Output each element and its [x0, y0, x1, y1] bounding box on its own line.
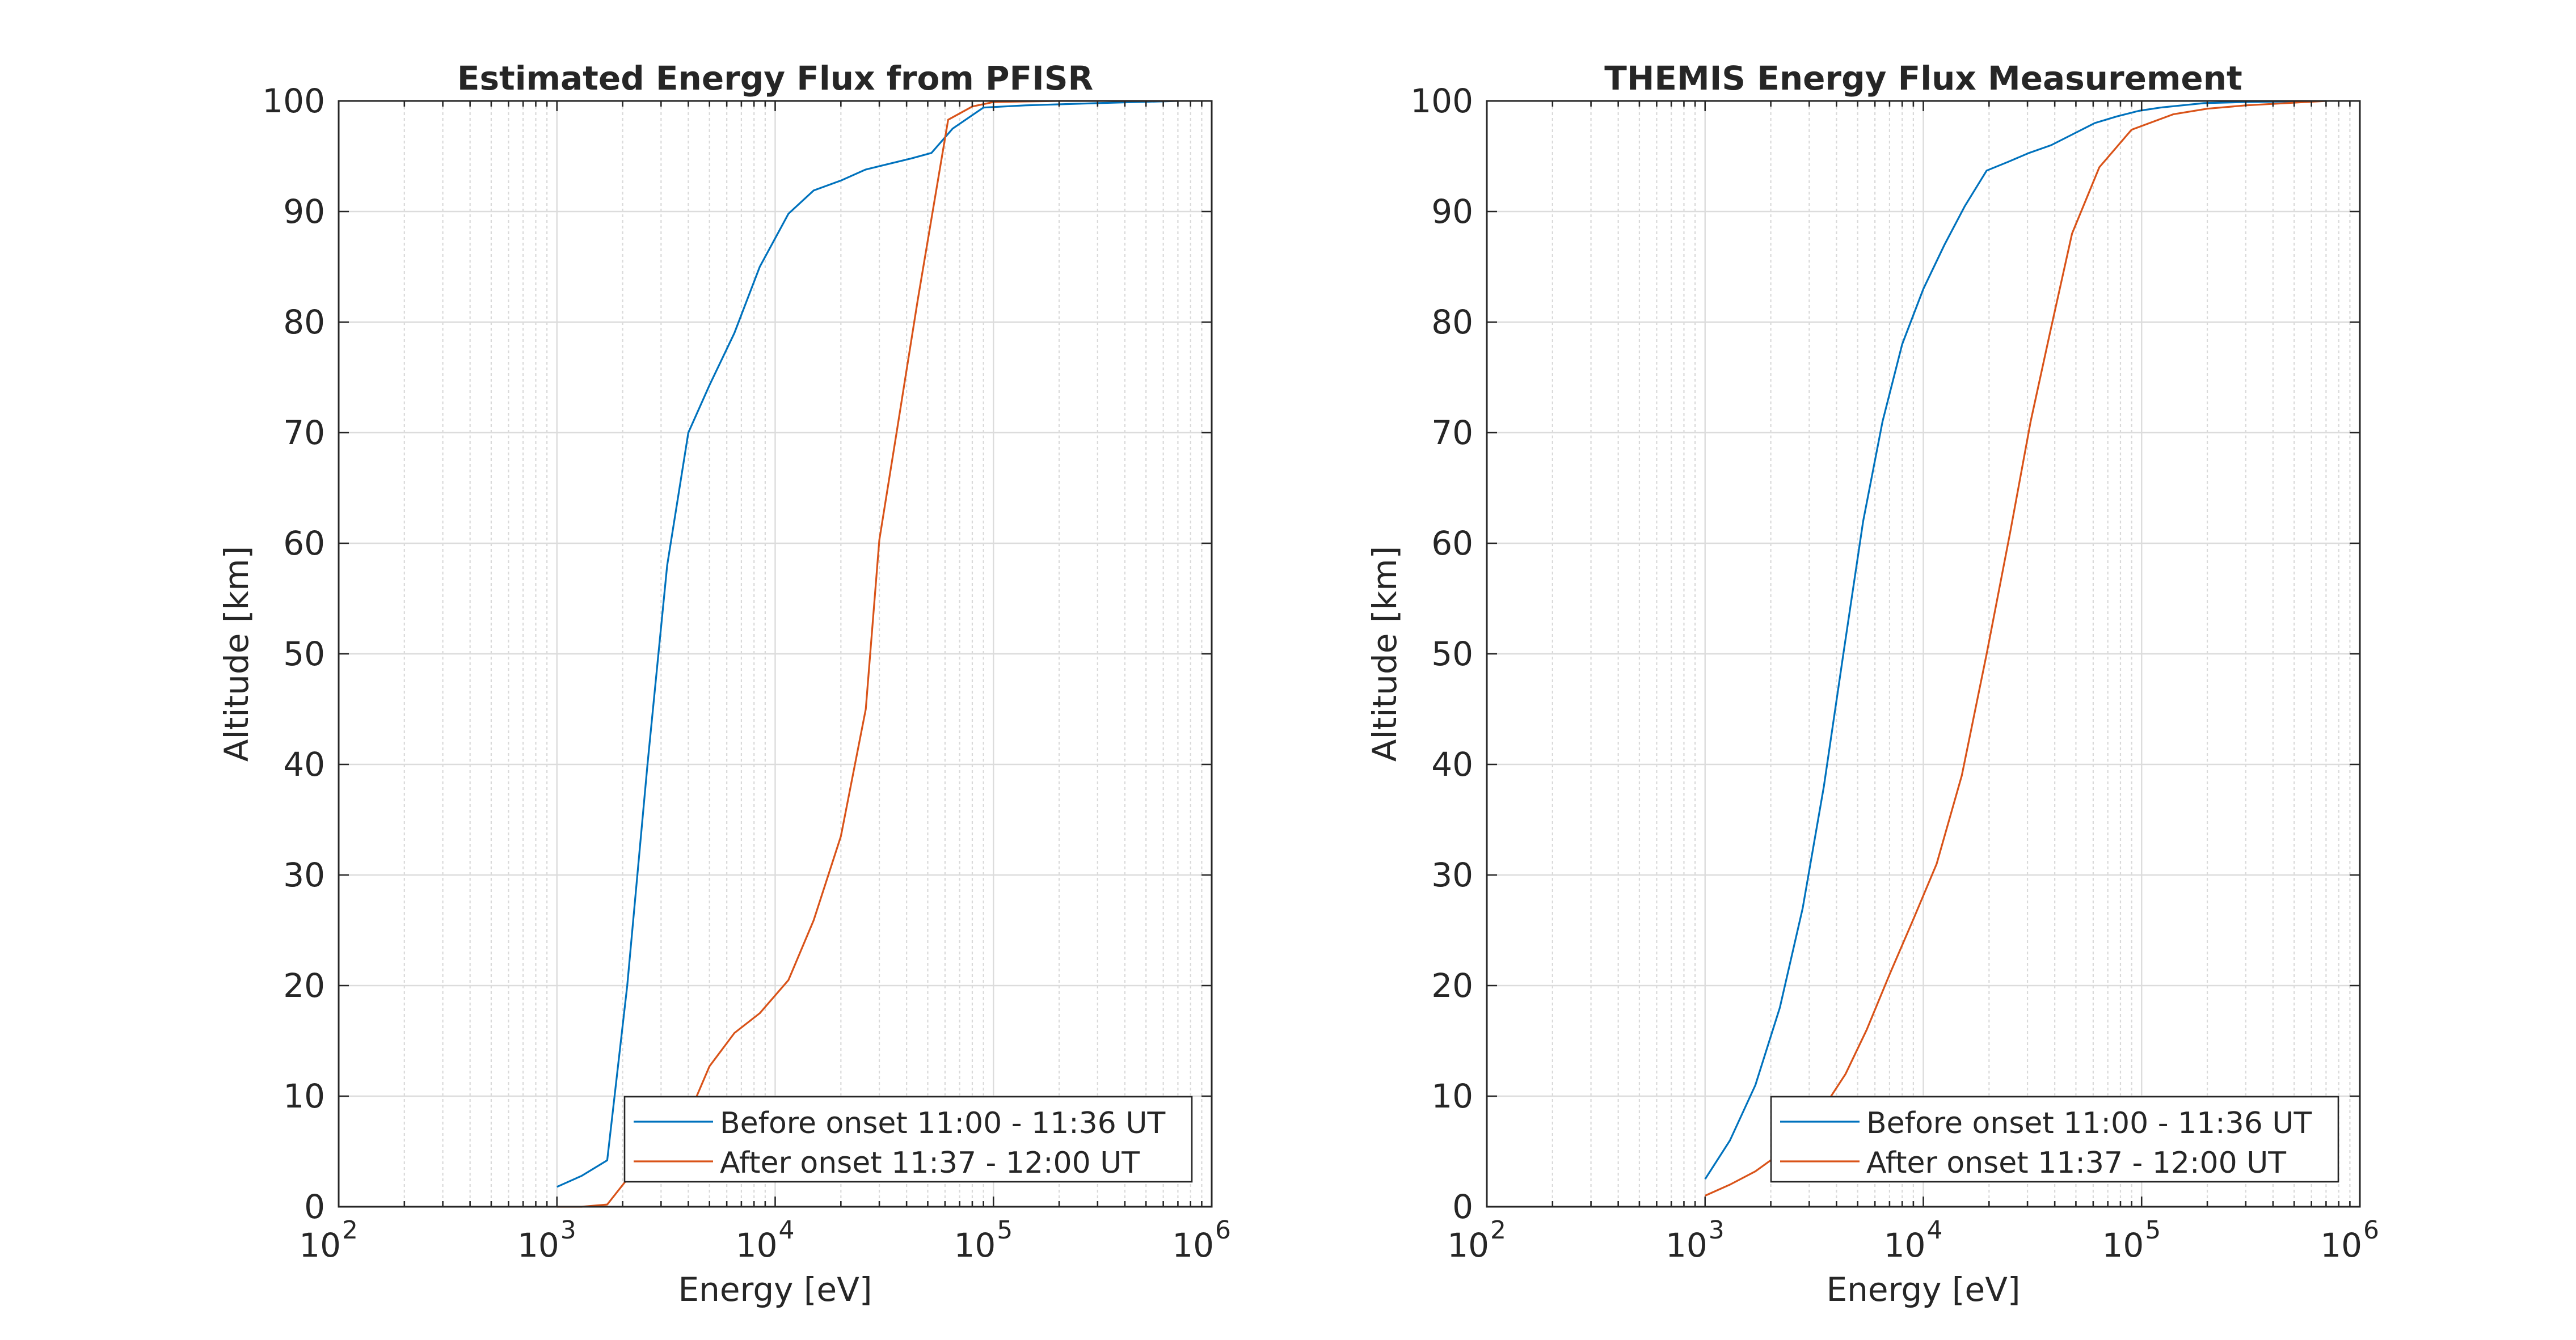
chart-title: Estimated Energy Flux from PFISR	[457, 59, 1093, 98]
x-tick-label: 10 4	[736, 1216, 795, 1265]
y-tick-label: 80	[1431, 303, 1473, 341]
legend-box	[1770, 1096, 2339, 1183]
x-tick-base: 10	[1447, 1226, 1489, 1265]
y-tick-label: 70	[1431, 413, 1473, 452]
x-tick-exponent: 2	[342, 1216, 358, 1245]
x-tick-label: 10 6	[1172, 1216, 1231, 1265]
x-tick-exponent: 6	[2363, 1216, 2379, 1245]
x-tick-exponent: 5	[2145, 1216, 2161, 1245]
x-tick-label: 10 5	[2102, 1216, 2161, 1265]
x-tick-base: 10	[1172, 1226, 1214, 1265]
legend-box	[623, 1096, 1193, 1183]
x-tick-label: 10 2	[299, 1216, 358, 1265]
x-tick-exponent: 3	[1709, 1216, 1725, 1245]
x-tick-base: 10	[2102, 1226, 2144, 1265]
y-tick-label: 70	[283, 413, 325, 452]
y-tick-label: 90	[283, 192, 325, 231]
tick-marks	[1486, 100, 2361, 1208]
x-tick-label: 10 6	[2320, 1216, 2379, 1265]
x-tick-exponent: 4	[1927, 1216, 1943, 1245]
y-tick-label: 90	[1431, 192, 1473, 231]
legend: Before onset 11:00 - 11:36 UT After onset…	[1770, 1096, 2339, 1183]
x-tick-exponent: 6	[1215, 1216, 1231, 1245]
y-tick-label: 0	[304, 1187, 325, 1226]
x-tick-exponent: 2	[1490, 1216, 1506, 1245]
legend-label: After onset 11:37 - 12:00 UT	[720, 1146, 1140, 1180]
y-axis-label: Altitude [km]	[217, 546, 256, 762]
legend-item: After onset 11:37 - 12:00 UT	[1780, 1146, 2286, 1180]
x-tick-base: 10	[299, 1226, 341, 1265]
x-tick-exponent: 5	[997, 1216, 1013, 1245]
y-tick-label: 20	[1431, 966, 1473, 1005]
x-tick-label: 10 4	[1884, 1216, 1943, 1265]
chart-title: THEMIS Energy Flux Measurement	[1604, 59, 2242, 98]
tick-marks	[338, 100, 1213, 1208]
series-line-before-onset	[556, 100, 1178, 1188]
legend-item: Before onset 11:00 - 11:36 UT	[634, 1106, 1165, 1140]
y-tick-label: 30	[1431, 856, 1473, 894]
x-tick-label: 10 2	[1447, 1216, 1506, 1265]
y-axis-label: Altitude [km]	[1365, 546, 1404, 762]
y-tick-label: 20	[283, 966, 325, 1005]
y-tick-label: 50	[283, 635, 325, 673]
x-tick-base: 10	[1884, 1226, 1926, 1265]
y-tick-label: 50	[1431, 635, 1473, 673]
y-tick-label: 60	[283, 524, 325, 563]
y-tick-label: 100	[1410, 82, 1473, 120]
x-axis-label: Energy [eV]	[678, 1270, 872, 1309]
series-line-before-onset	[1704, 100, 2326, 1180]
x-tick-label: 10 5	[954, 1216, 1013, 1265]
legend-item: Before onset 11:00 - 11:36 UT	[1780, 1106, 2312, 1140]
x-tick-base: 10	[517, 1226, 559, 1265]
x-tick-label: 10 3	[1666, 1216, 1725, 1265]
legend-label: Before onset 11:00 - 11:36 UT	[720, 1106, 1165, 1140]
y-tick-label: 0	[1452, 1187, 1473, 1226]
x-tick-base: 10	[954, 1226, 996, 1265]
x-tick-label: 10 3	[517, 1216, 576, 1265]
y-tick-label: 10	[1431, 1077, 1473, 1115]
legend-label: After onset 11:37 - 12:00 UT	[1866, 1146, 2286, 1180]
y-tick-label: 80	[283, 303, 325, 341]
x-tick-base: 10	[1666, 1226, 1708, 1265]
x-tick-exponent: 3	[560, 1216, 576, 1245]
legend: Before onset 11:00 - 11:36 UT After onset…	[623, 1096, 1193, 1183]
y-tick-label: 40	[1431, 745, 1473, 784]
legend-item: After onset 11:37 - 12:00 UT	[634, 1146, 1140, 1180]
y-tick-label: 40	[283, 745, 325, 784]
x-axis-label: Energy [eV]	[1826, 1270, 2020, 1309]
y-tick-label: 60	[1431, 524, 1473, 563]
x-tick-base: 10	[736, 1226, 778, 1265]
legend-label: Before onset 11:00 - 11:36 UT	[1866, 1106, 2312, 1140]
y-tick-label: 30	[283, 856, 325, 894]
y-tick-label: 10	[283, 1077, 325, 1115]
x-tick-exponent: 4	[779, 1216, 795, 1245]
x-tick-base: 10	[2320, 1226, 2362, 1265]
y-tick-label: 100	[262, 82, 325, 120]
